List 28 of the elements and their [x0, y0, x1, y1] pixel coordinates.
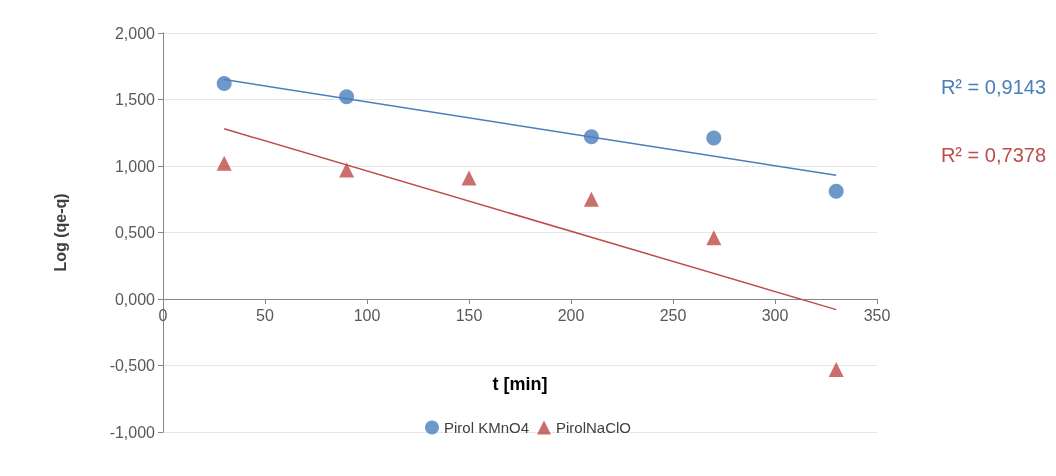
x-tick-label: 350 [863, 306, 891, 324]
x-tick-label: 200 [557, 306, 585, 324]
legend-label: PirolNaClO [556, 419, 632, 436]
text: R² = 0,7378 [940, 144, 1047, 166]
point [583, 191, 599, 207]
x-tick-label: 300 [761, 306, 789, 324]
x-tick-label: 150 [455, 306, 483, 324]
y-tick-label: 0,500 [114, 224, 156, 241]
y-tick-label: 0,000 [114, 290, 156, 308]
point [706, 230, 722, 246]
text: R² = 0,9143 [940, 76, 1047, 98]
point [461, 170, 477, 186]
point [828, 361, 844, 377]
y-tick-label: -0,500 [109, 357, 156, 374]
x-tick-label: 250 [659, 306, 687, 324]
y-axis-title: Log (qe-q) [51, 193, 69, 272]
y-tick-label: 1,500 [114, 91, 156, 108]
y-tick-label: 1,000 [114, 157, 156, 175]
point [216, 76, 232, 92]
y-tick-label: 2,000 [114, 24, 156, 42]
point [828, 183, 844, 199]
point [216, 155, 232, 171]
x-tick-label: 50 [256, 306, 274, 324]
y-tick-label: -1,000 [109, 423, 156, 441]
legend-label: Pirol KMnO4 [443, 419, 530, 436]
x-tick-label: 100 [353, 306, 381, 324]
point [706, 130, 722, 146]
x-axis-title: t [min] [492, 374, 548, 394]
